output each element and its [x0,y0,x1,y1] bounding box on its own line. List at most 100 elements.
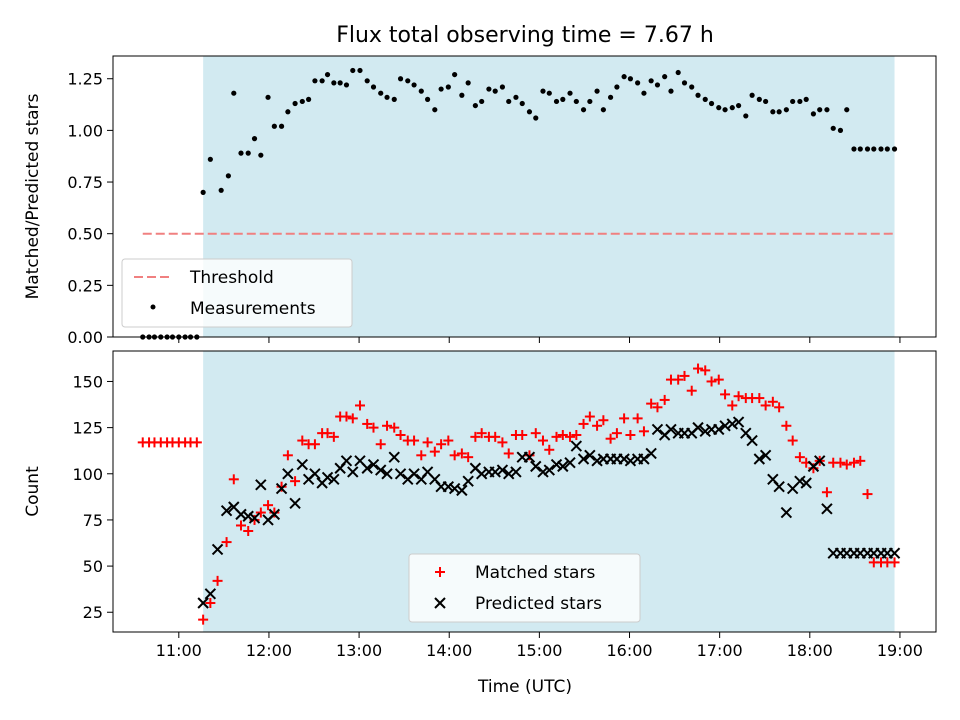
matched-star-point [530,428,541,439]
measurement-point [648,78,654,84]
predicted-star-point [530,460,542,473]
predicted-star-point [510,466,522,478]
measurement-point [729,105,735,111]
plot-frame [112,55,937,338]
matched-star-point [632,413,643,424]
predicted-star-point [584,449,596,462]
measurement-point [306,96,312,102]
matched-star-point [841,459,852,470]
matched-star-point [733,391,744,402]
predicted-star-point [773,480,785,493]
matched-star-point [416,450,427,461]
x-tick-label: 12:00 [246,641,292,660]
matched-star-point [605,433,616,444]
matched-star-point [463,452,474,463]
predicted-star-point [800,477,812,489]
matched-star-point [848,457,859,468]
matched-star-point [855,455,866,466]
matched-star-point [362,418,373,429]
y-tick-label: 1.25 [67,70,103,89]
matched-star-point [429,446,440,457]
measurement-point [851,146,857,152]
matched-star-point [808,463,819,474]
matched-star-point [673,374,684,385]
y-tick-label: 50 [83,557,103,576]
x-tick-label: 14:00 [426,641,472,660]
chart-title: Flux total observing time = 7.67 h [336,23,714,48]
matched-star-point [375,439,386,450]
matched-star-point [646,398,657,409]
matched-star-point [328,431,339,442]
predicted-star-point [780,506,793,519]
measurement-point [675,69,681,76]
y-tick-label: 0.75 [67,173,103,192]
measurement-point [891,146,898,152]
measurement-point [573,98,579,105]
matched-star-point [638,426,649,437]
x-tick-label: 11:00 [156,641,202,660]
measurement-point [513,94,519,100]
y-tick-label: 0.25 [67,276,103,295]
measurement-point [702,96,708,102]
measurement-point [499,84,506,90]
measurement-point [695,92,701,98]
y-axis: 0.00 0.25 0.50 0.75 1.00 1.25 [67,70,113,347]
measurement-point [299,98,305,105]
predicted-star-point [618,453,630,465]
measurement-point [790,98,796,105]
x-tick-label: 17:00 [697,641,743,660]
measurement-point [533,115,539,121]
matched-star-point [228,474,239,485]
matched-star-point [309,439,320,450]
predicted-star-point [591,455,603,467]
legend-predicted-marker [434,597,446,609]
predicted-star-point [746,434,758,447]
predicted-star-point [220,504,233,517]
matched-star-point [821,487,832,498]
predicted-star-point [442,480,455,493]
measurement-point [743,113,749,119]
measurement-point [864,146,871,152]
predicted-star-point [248,512,261,524]
measurement-point [553,98,560,105]
matched-star-point [720,389,731,400]
measurement-point [756,96,762,102]
matched-star-point [497,437,508,448]
measurement-point [844,107,850,113]
predicted-star-point [340,455,353,467]
measurement-point [830,125,836,131]
predicted-star-point [692,421,704,434]
matched-stars-points [137,363,900,625]
legend-measurements-marker [150,304,156,310]
measurement-point [258,152,264,158]
measurement-point [231,90,237,96]
x-tick-label: 19:00 [877,641,923,660]
matched-star-point [263,500,274,511]
legend-matched-marker [435,567,445,577]
matched-star-point [767,396,778,407]
measurement-point [486,86,492,92]
matched-star-point [198,614,209,625]
matched-star-point [544,444,555,455]
measurement-point [225,173,231,179]
measurement-point [526,109,533,115]
measurement-point [506,98,512,105]
predicted-star-point [523,451,536,463]
predicted-star-point [309,468,321,480]
matched-star-point [517,430,528,441]
matched-star-point [354,400,365,411]
measurement-point [546,90,552,96]
y-tick-label: 125 [72,419,103,438]
y-tick-label: 75 [83,511,103,530]
predicted-star-point [394,468,407,480]
matched-star-point [625,430,636,441]
measurement-point [716,105,722,111]
matched-star-point [794,452,805,463]
matched-star-point [727,400,738,411]
predicted-star-point [821,503,833,515]
matched-star-point [282,450,293,461]
predicted-star-point [651,423,664,436]
measurement-point [324,71,331,78]
measurement-point [594,88,600,94]
